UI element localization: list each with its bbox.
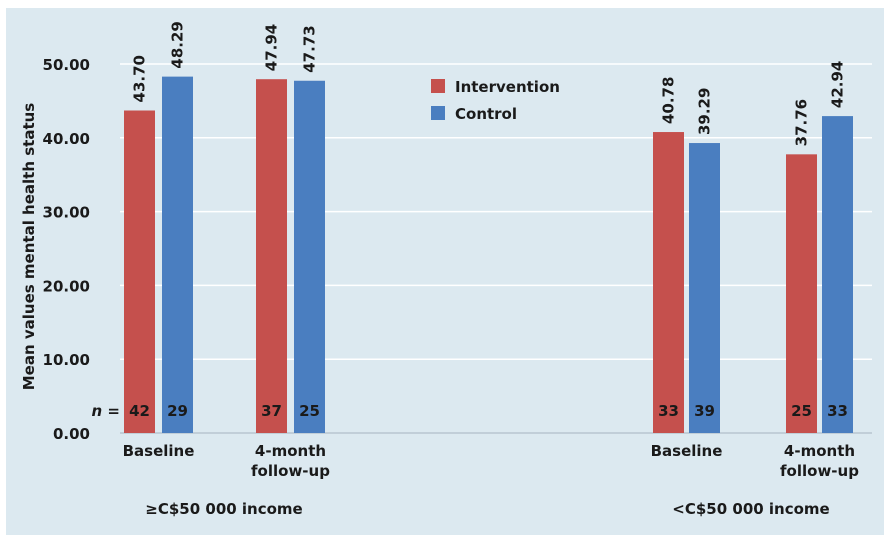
n-label: 29: [167, 402, 188, 420]
n-label: 33: [827, 402, 848, 420]
value-label: 48.29: [169, 21, 187, 68]
category-label: 4-month follow-up: [251, 442, 330, 480]
bar: [294, 80, 325, 434]
y-axis-label: Mean values mental health status: [20, 103, 38, 391]
value-label: 43.70: [131, 55, 149, 102]
legend-swatch: [431, 79, 445, 93]
y-tick-label: 10.00: [43, 351, 90, 369]
value-label: 37.76: [793, 99, 811, 146]
n-label: 25: [791, 402, 812, 420]
value-label: 39.29: [696, 88, 714, 135]
value-label: 40.78: [660, 77, 678, 124]
bar: [653, 132, 684, 434]
n-prefix-label: n =: [92, 402, 120, 420]
n-label: 42: [129, 402, 150, 420]
legend-swatch: [431, 106, 445, 120]
bar: [124, 110, 155, 433]
legend-label: Intervention: [455, 78, 560, 96]
bar: [689, 143, 720, 433]
value-label: 47.94: [263, 24, 281, 71]
n-label: 37: [261, 402, 282, 420]
n-label: 25: [299, 402, 320, 420]
value-label: 47.73: [301, 25, 319, 72]
bar: [256, 79, 287, 434]
y-tick-label: 40.00: [43, 130, 90, 148]
bar: [162, 76, 193, 433]
legend-label: Control: [455, 105, 517, 123]
value-label: 42.94: [829, 61, 847, 108]
category-label: 4-month follow-up: [780, 442, 859, 480]
n-label: 39: [694, 402, 715, 420]
n-label: 33: [658, 402, 679, 420]
category-label: Baseline: [651, 442, 723, 460]
bar: [822, 116, 853, 434]
y-tick-label: 30.00: [43, 204, 90, 222]
category-label: Baseline: [123, 442, 195, 460]
group-label: ≥C$50 000 income: [145, 500, 302, 518]
y-tick-label: 50.00: [43, 56, 90, 74]
bar: [786, 154, 817, 433]
y-tick-label: 0.00: [53, 425, 90, 443]
group-label: <C$50 000 income: [672, 500, 829, 518]
y-tick-label: 20.00: [43, 277, 90, 295]
